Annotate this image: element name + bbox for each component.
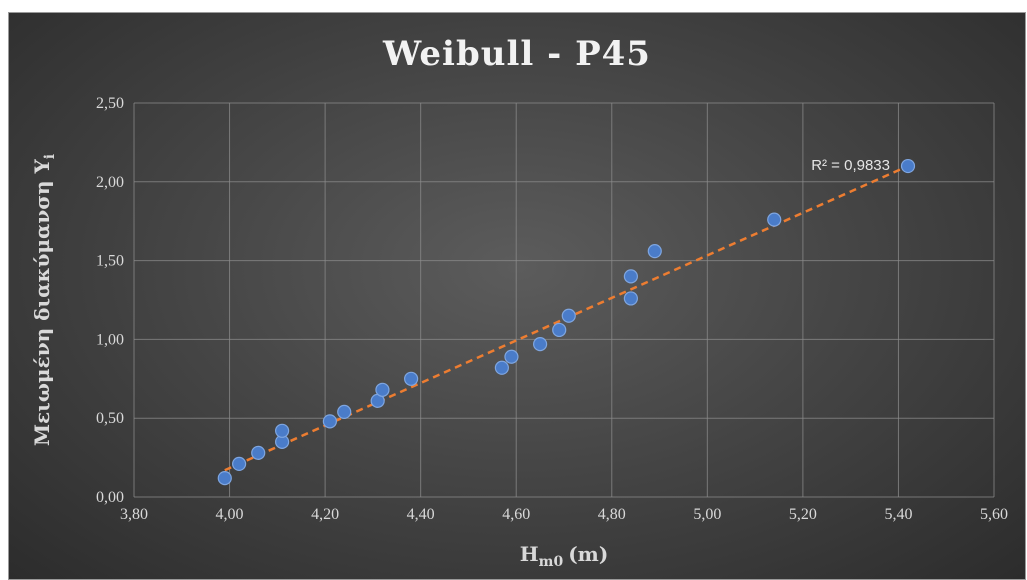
data-point	[561, 308, 576, 323]
x-tick-label: 4,20	[311, 506, 339, 523]
gridlines	[133, 102, 995, 498]
data-point	[552, 322, 567, 338]
x-tick-label: 4,60	[502, 506, 530, 523]
y-tick-label: 1,00	[96, 331, 124, 348]
x-tick-label: 4,40	[407, 506, 435, 523]
x-tick-label: 5,00	[693, 506, 721, 523]
data-point	[404, 371, 419, 386]
x-tick-label: 4,00	[216, 506, 244, 523]
x-axis-label-main: H	[520, 542, 539, 566]
data-point	[322, 414, 337, 429]
data-point	[623, 291, 638, 306]
data-point	[494, 360, 509, 375]
data-point	[900, 158, 916, 174]
data-points	[217, 158, 916, 486]
x-tick-label: 5,60	[980, 506, 1008, 523]
x-tick-label: 5,40	[884, 506, 912, 523]
chart-area: 3,80 4,00 4,20 4,40 4,60 4,80 5,00 5,20 5,40 5,60…	[8, 12, 1026, 580]
r-squared-annotation: R² = 0,9833	[811, 157, 890, 174]
data-point	[533, 337, 548, 352]
data-point	[623, 269, 638, 284]
y-tick-label: 0,00	[96, 489, 124, 506]
y-tick-label: 0,50	[96, 410, 124, 427]
data-point	[232, 456, 247, 472]
y-axis-label-main: Μειωμένη διακύμανση Y	[30, 158, 54, 446]
data-point	[647, 244, 662, 259]
y-tick-label: 1,50	[96, 253, 124, 270]
x-tick-label: 5,20	[789, 506, 817, 523]
y-axis-label-subscript: i	[42, 154, 58, 159]
x-axis-label-subscript: m0	[539, 554, 564, 570]
data-point	[767, 212, 782, 227]
data-point	[251, 445, 266, 460]
chart-title: Weibull - P45	[382, 34, 651, 74]
y-tick-label: 2,50	[96, 95, 124, 112]
tick-labels: 3,80 4,00 4,20 4,40 4,60 4,80 5,00 5,20 5,40 5,60…	[96, 95, 1008, 523]
y-axis-label: Μειωμένη διακύμανση Yi	[30, 154, 58, 446]
x-tick-label: 4,80	[598, 506, 626, 523]
y-tick-label: 2,00	[96, 174, 124, 191]
data-point	[504, 349, 519, 364]
x-axis-label-unit: (m)	[568, 542, 608, 566]
x-axis-label: Hm0 (m)	[520, 542, 609, 570]
x-tick-label: 3,80	[120, 506, 148, 523]
scatter-chart-svg: 3,80 4,00 4,20 4,40 4,60 4,80 5,00 5,20 5,40 5,60…	[30, 34, 1008, 570]
data-point	[217, 470, 232, 486]
data-point	[375, 382, 390, 397]
data-point	[275, 423, 290, 438]
data-point	[337, 404, 352, 419]
